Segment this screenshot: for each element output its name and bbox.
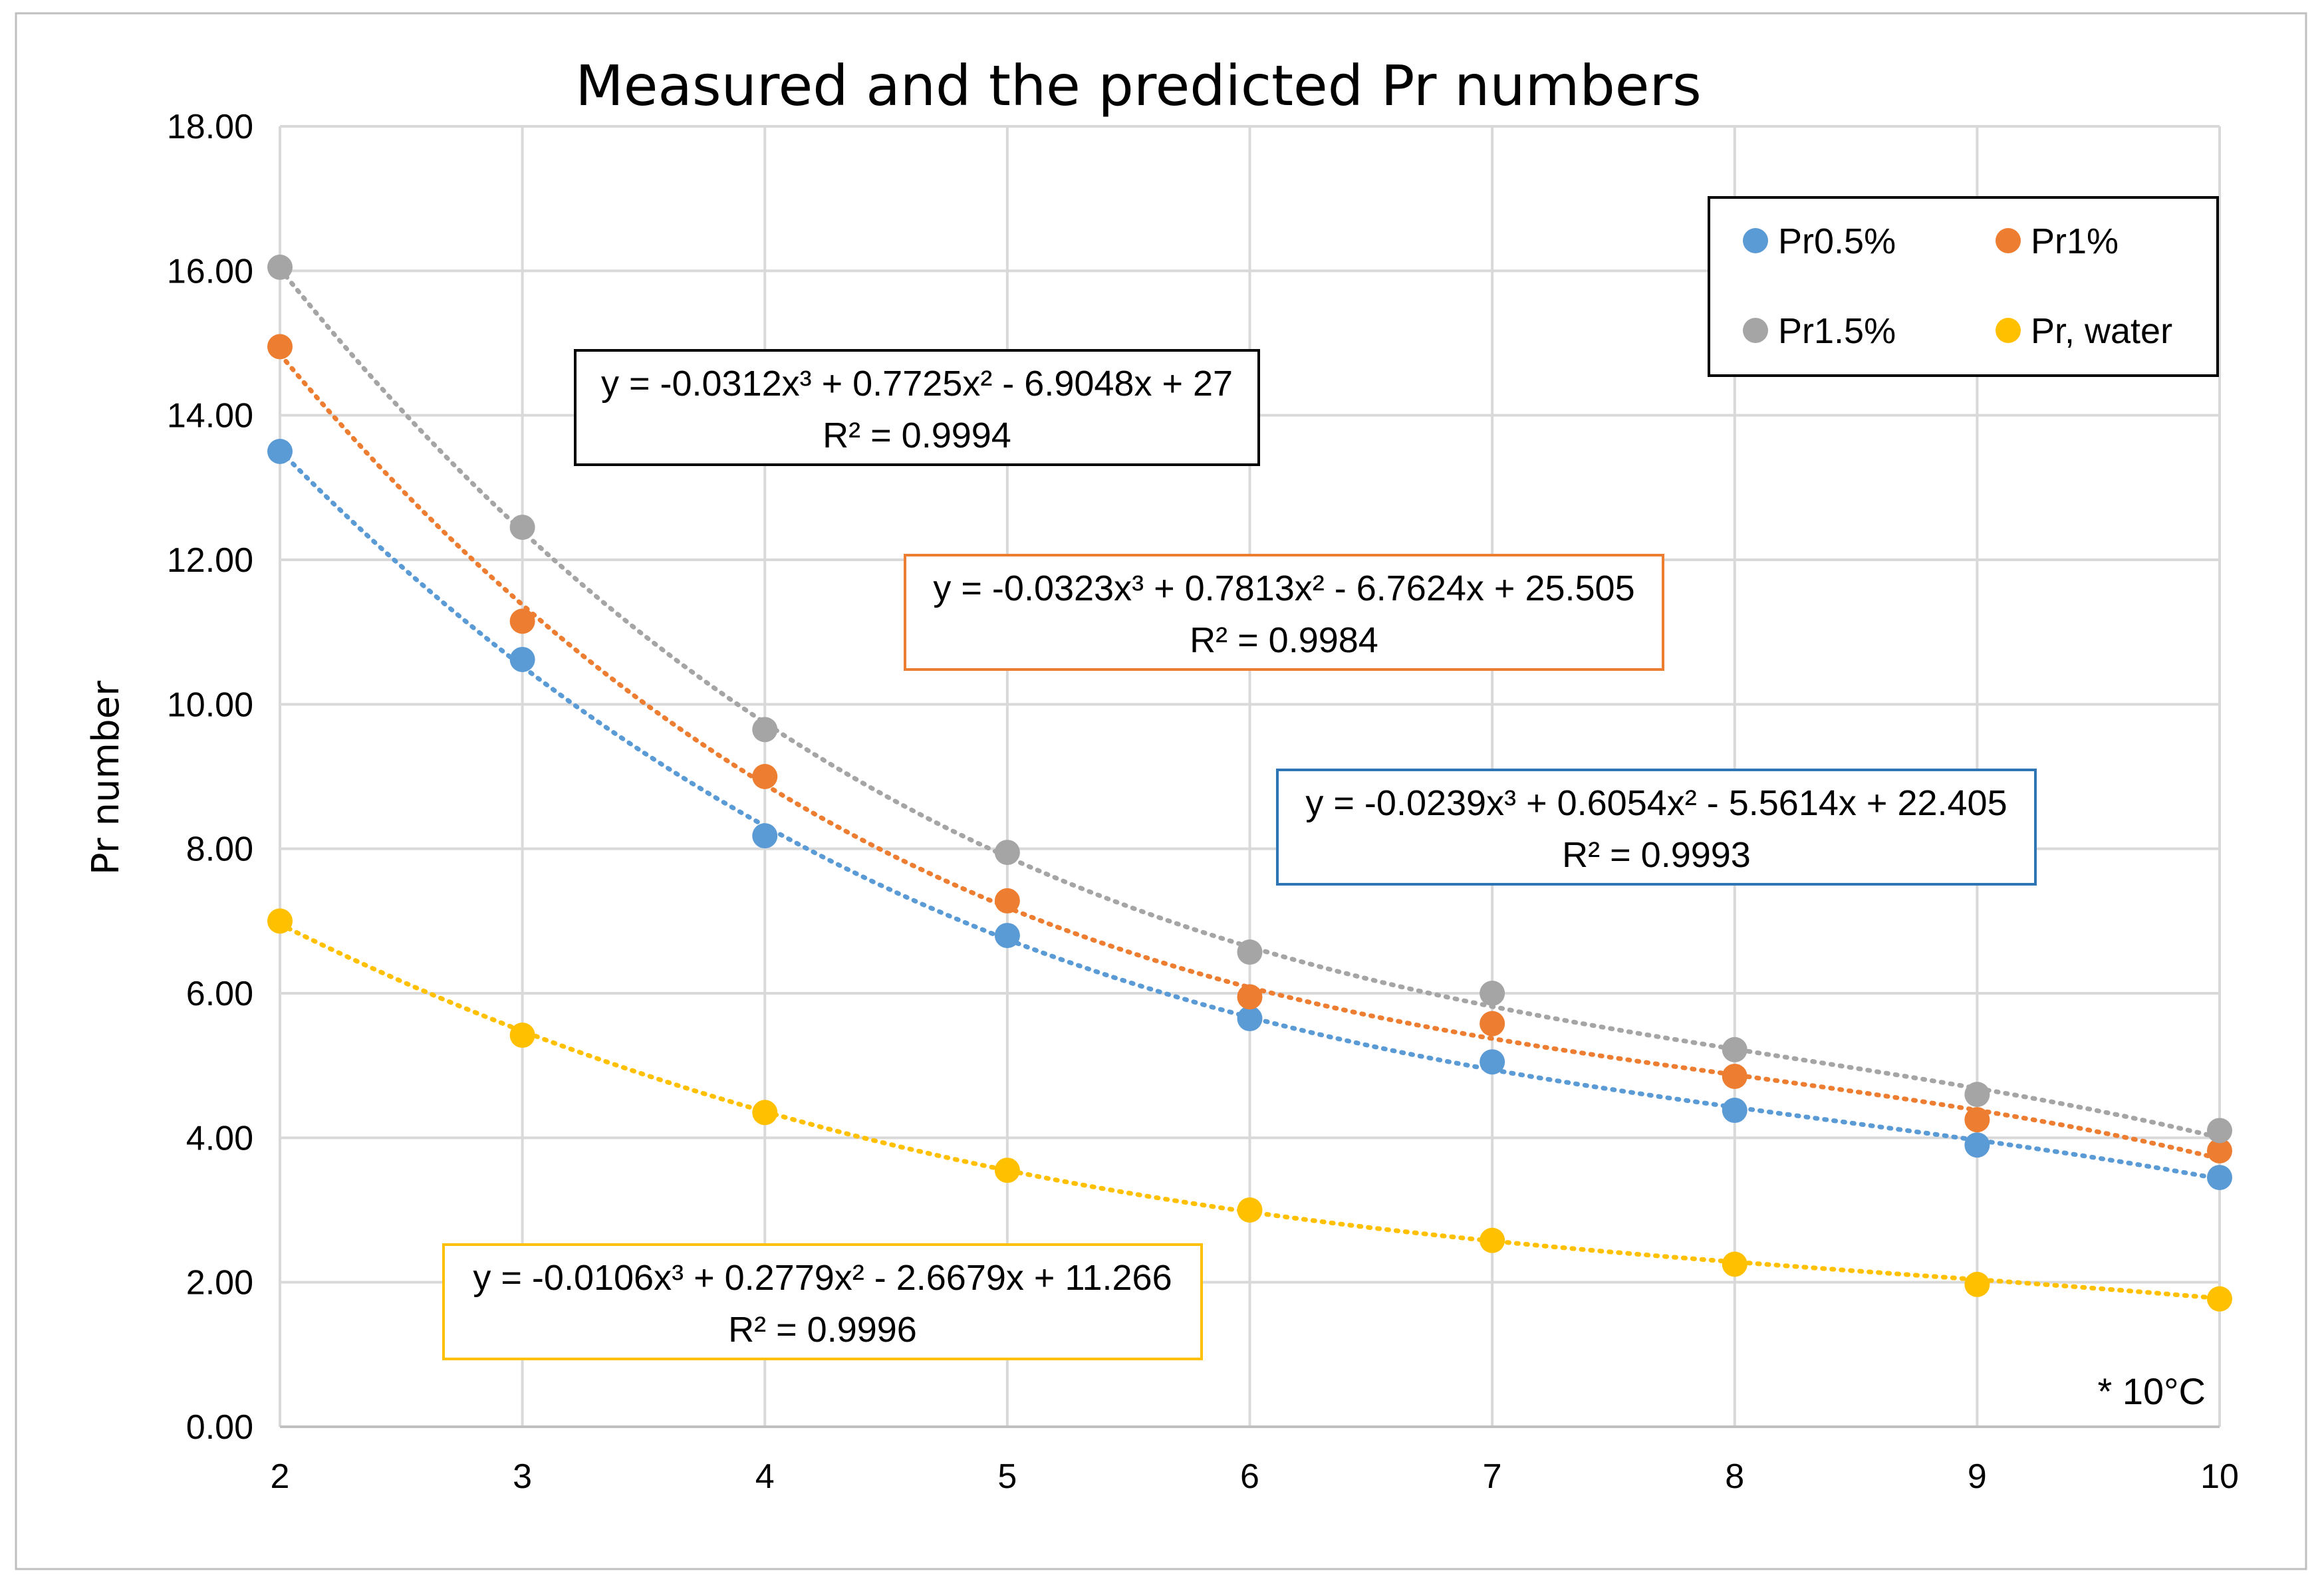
trendline-r2: R² = 0.9994 (823, 416, 1011, 455)
data-point-series-0 (2207, 1165, 2232, 1191)
trendline-equation: y = -0.0106x³ + 0.2779x² - 2.6679x + 11.… (473, 1258, 1172, 1298)
legend-item-2: Pr1.5% (1743, 311, 1896, 351)
x-tick-label: 7 (1483, 1457, 1502, 1496)
legend-item-1: Pr1% (1996, 221, 2119, 261)
data-point-series-0 (267, 439, 293, 464)
data-point-series-3 (994, 1158, 1020, 1183)
data-point-series-2 (1964, 1082, 1990, 1108)
legend-label: Pr1% (2031, 221, 2119, 261)
data-point-series-1 (267, 334, 293, 360)
x-tick-label: 8 (1725, 1457, 1744, 1496)
data-point-series-0 (509, 646, 535, 672)
legend-marker (1743, 228, 1768, 253)
y-tick-label: 0.00 (186, 1408, 253, 1447)
legend-marker (1996, 228, 2021, 253)
trendline-equation: y = -0.0323x³ + 0.7813x² - 6.7624x + 25.… (933, 568, 1634, 608)
x-tick-label: 9 (1968, 1457, 1987, 1496)
y-tick-label: 16.00 (167, 252, 253, 291)
equation-box-frame (904, 554, 1664, 671)
trendline-1 (277, 352, 2222, 1161)
trendline-equation: y = -0.0312x³ + 0.7725x² - 6.9048x + 27 (601, 364, 1233, 404)
data-point-series-1 (1964, 1107, 1990, 1133)
y-tick-label: 4.00 (186, 1119, 253, 1158)
data-points (267, 254, 2232, 1312)
y-tick-label: 2.00 (186, 1264, 253, 1302)
y-tick-label: 14.00 (167, 397, 253, 435)
x-tick-label: 10 (2200, 1457, 2239, 1496)
y-tick-label: 8.00 (186, 830, 253, 869)
data-point-series-1 (752, 764, 778, 789)
x-tick-label: 5 (997, 1457, 1017, 1496)
equation-box-frame (1276, 769, 2037, 886)
trendline-r2: R² = 0.9996 (728, 1310, 917, 1350)
data-point-series-0 (1480, 1049, 1505, 1075)
y-tick-label: 12.00 (167, 541, 253, 580)
legend-marker (1743, 318, 1768, 343)
data-point-series-3 (267, 908, 293, 934)
data-point-series-2 (509, 515, 535, 541)
equation-box-3: y = -0.0106x³ + 0.2779x² - 2.6679x + 11.… (442, 1243, 1203, 1360)
data-point-series-3 (1480, 1227, 1505, 1253)
data-point-series-0 (1964, 1132, 1990, 1158)
data-point-series-1 (1237, 984, 1263, 1010)
x-tick-label: 4 (755, 1457, 775, 1496)
data-point-series-1 (509, 608, 535, 634)
data-point-series-2 (1722, 1036, 1747, 1062)
data-point-series-2 (1480, 981, 1505, 1006)
data-point-series-2 (2207, 1118, 2232, 1144)
equation-box-frame (442, 1243, 1203, 1360)
data-point-series-2 (1237, 939, 1263, 965)
trendline-equations: y = -0.0312x³ + 0.7725x² - 6.9048x + 27 R… (442, 349, 2037, 1360)
data-point-series-2 (752, 717, 778, 743)
data-point-series-3 (752, 1100, 778, 1126)
data-point-series-2 (994, 840, 1020, 866)
legend-item-3: Pr, water (1996, 311, 2172, 351)
y-tick-label: 6.00 (186, 975, 253, 1013)
data-point-series-0 (1237, 1006, 1263, 1032)
y-axis-label: Pr number (84, 680, 128, 875)
equation-box-0: y = -0.0239x³ + 0.6054x² - 5.5614x + 22.… (1276, 769, 2037, 886)
equation-box-2: y = -0.0312x³ + 0.7725x² - 6.9048x + 27 R… (574, 349, 1260, 466)
data-point-series-3 (1237, 1197, 1263, 1223)
tick-labels: 0.00 2.00 4.00 6.00 8.00 10.00 12.00 14.00 16.00… (167, 108, 2239, 1496)
x-tick-label: 3 (513, 1457, 532, 1496)
legend-label: Pr, water (2031, 311, 2172, 351)
legend-marker (1996, 318, 2021, 343)
data-point-series-0 (752, 823, 778, 849)
data-point-series-2 (267, 254, 293, 280)
chart-title: Measured and the predicted Pr numbers (575, 53, 1702, 118)
equation-box-1: y = -0.0323x³ + 0.7813x² - 6.7624x + 25.… (904, 554, 1664, 671)
data-point-series-1 (2207, 1138, 2232, 1163)
trendline-r2: R² = 0.9993 (1562, 835, 1751, 875)
trendline-equation: y = -0.0239x³ + 0.6054x² - 5.5614x + 22.… (1305, 783, 2007, 823)
y-tick-label: 10.00 (167, 685, 253, 724)
data-point-series-1 (994, 888, 1020, 914)
legend: Pr0.5% Pr1% Pr1.5% Pr, water (1708, 196, 2219, 377)
legend-item-0: Pr0.5% (1743, 221, 1896, 261)
data-point-series-3 (2207, 1286, 2232, 1312)
data-point-series-0 (994, 923, 1020, 949)
legend-label: Pr0.5% (1778, 221, 1896, 261)
y-tick-label: 18.00 (167, 108, 253, 146)
equation-box-frame (574, 349, 1260, 466)
x-tick-label: 2 (271, 1457, 290, 1496)
data-point-series-1 (1480, 1011, 1505, 1036)
trendline-r2: R² = 0.9984 (1190, 620, 1378, 660)
unit-note: * 10°C (2098, 1370, 2206, 1412)
data-point-series-0 (1722, 1098, 1747, 1124)
data-point-series-3 (1722, 1251, 1747, 1277)
data-point-series-1 (1722, 1063, 1747, 1089)
legend-frame (1708, 196, 2219, 377)
x-tick-label: 6 (1240, 1457, 1259, 1496)
legend-label: Pr1.5% (1778, 311, 1896, 351)
data-point-series-3 (509, 1023, 535, 1048)
data-point-series-3 (1964, 1271, 1990, 1297)
